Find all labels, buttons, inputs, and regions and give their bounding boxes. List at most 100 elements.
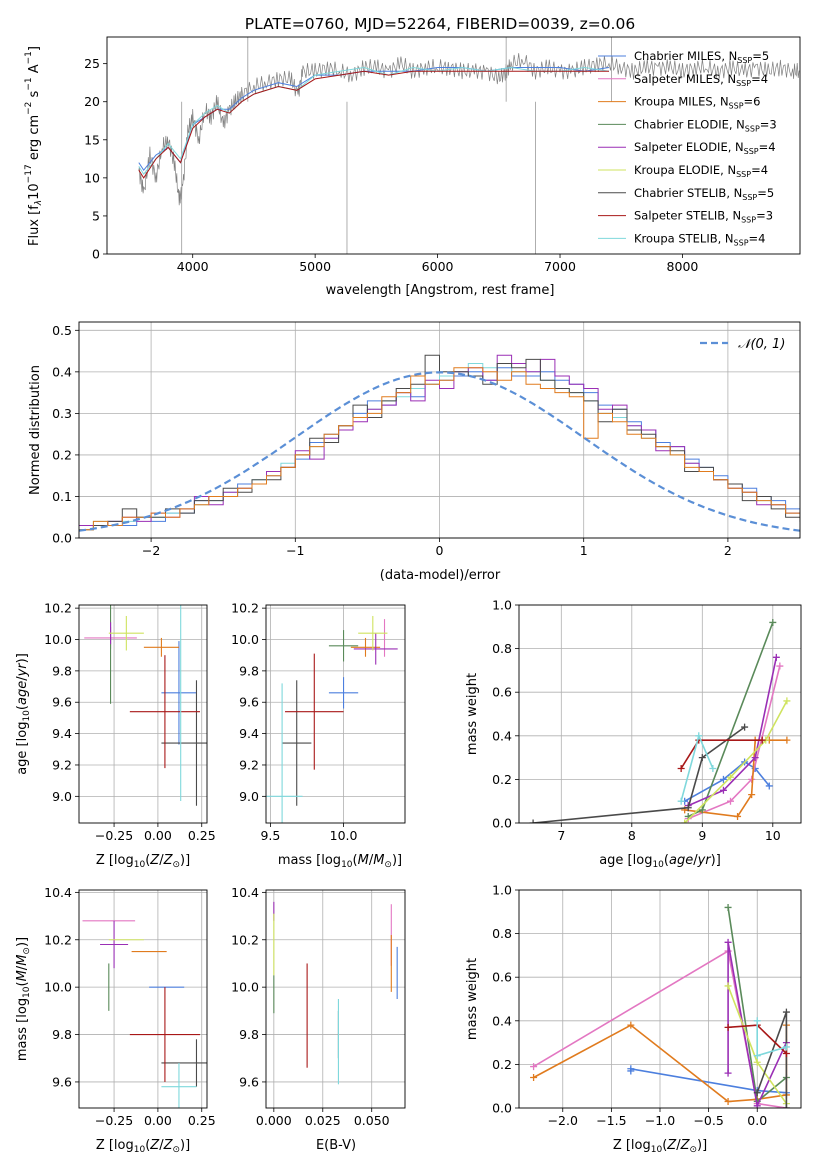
hist-step (79, 367, 800, 531)
axes-frame (518, 889, 802, 1109)
y-tick-label: 9.4 (239, 726, 259, 741)
y-tick-label: 1.0 (492, 883, 512, 898)
weight-marker (769, 618, 777, 626)
hist-step (79, 354, 800, 531)
weight-line (684, 700, 788, 823)
x-tick-label: 0.25 (188, 828, 216, 843)
y-tick-label: 0.5 (52, 323, 72, 338)
weight-marker (724, 1023, 732, 1031)
y-tick-label: 9.6 (239, 1074, 259, 1089)
x-tick-label: 7 (557, 828, 565, 843)
y-tick-label: 0.0 (492, 1101, 512, 1116)
x-tick-label: 8000 (667, 259, 699, 274)
weight-marker (724, 982, 732, 990)
x-tick-label: −0.25 (95, 828, 133, 843)
weight-marker (698, 806, 706, 814)
legend-entry: Salpeter MILES, NSSP=4 (634, 72, 768, 88)
errorbar-point (266, 683, 303, 823)
legend-entry: Chabrier STELIB, NSSP=5 (634, 186, 774, 202)
y-tick-label: 9.8 (239, 1027, 259, 1042)
axes-weight_vs_Z: −2.0 −1.5 −1.0 −0.5 0.0 0.0 0.2 0.4 0.6 0.8 1.0 Z [… (465, 883, 802, 1155)
x-tick-label: 0.000 (256, 1113, 292, 1128)
y-tick-label: 9.2 (239, 757, 259, 772)
legend-entry: Kroupa STELIB, NSSP=4 (634, 231, 765, 247)
axes-frame (78, 321, 801, 539)
x-tick-label: −2.0 (548, 1113, 578, 1128)
weight-marker (765, 782, 773, 790)
y-axis-label: age [log10(age/yr)] (15, 653, 32, 775)
y-tick-label: 0 (92, 247, 100, 262)
y-axis-label: mass [log10(M/M⊙)] (15, 937, 32, 1061)
weight-marker (684, 804, 692, 812)
y-axis-label: Flux [fλ10−17 erg cm−2 s−1 A−1] (24, 46, 44, 246)
y-tick-label: 9.6 (52, 1074, 72, 1089)
errorbar-point (353, 633, 398, 665)
model-line (138, 70, 609, 179)
legend-entry: Chabrier ELODIE, NSSP=3 (634, 117, 777, 133)
weight-marker (698, 754, 706, 762)
weight-marker (782, 1043, 790, 1051)
y-tick-label: 0.8 (492, 641, 512, 656)
weight-marker (782, 1104, 790, 1108)
plot-area (266, 615, 398, 823)
y-tick-label: 10.2 (44, 932, 72, 947)
legend-entry: 𝒩(0, 1) (738, 337, 785, 352)
x-tick-label: 9 (698, 828, 706, 843)
x-tick-label: 0.25 (188, 1113, 216, 1128)
x-tick-label: 0.025 (305, 1113, 341, 1128)
x-axis-label: mass [log10(M/M⊙)] (278, 853, 402, 870)
y-tick-label: 0.4 (492, 1013, 512, 1028)
errorbar-point (282, 680, 312, 806)
axes-frame (518, 604, 802, 824)
x-tick-label: 6000 (422, 259, 454, 274)
weight-marker (748, 775, 756, 783)
x-tick-label: 2 (724, 543, 732, 558)
errorbar-point (285, 653, 344, 770)
legend-entry: Salpeter ELODIE, NSSP=4 (634, 140, 776, 156)
weight-marker (719, 786, 727, 794)
y-tick-label: 0.4 (492, 728, 512, 743)
errorbar-point (108, 615, 144, 651)
errorbar-point (129, 655, 200, 769)
y-tick-label: 0.6 (492, 685, 512, 700)
y-tick-label: 20 (84, 94, 100, 109)
axes-residuals: −2 −1 0 1 2 0.0 0.1 0.2 0.3 0.4 0.5 (data-model)/er… (28, 321, 801, 583)
y-tick-label: 9.6 (52, 695, 72, 710)
weight-marker (681, 819, 689, 823)
axes-frame (78, 604, 208, 824)
y-tick-label: 9.0 (239, 789, 259, 804)
y-tick-label: 10.0 (231, 632, 259, 647)
errorbar-point (129, 987, 200, 1082)
y-tick-label: 0.0 (52, 531, 72, 546)
axes-frame (265, 604, 406, 824)
x-tick-label: 0 (436, 543, 444, 558)
weight-marker (709, 765, 717, 772)
y-tick-label: 10.4 (44, 885, 72, 900)
x-tick-label: 8 (628, 828, 636, 843)
x-tick-label: 10.0 (330, 828, 358, 843)
weight-marker (727, 797, 734, 805)
weight-marker (753, 1017, 761, 1025)
errorbar-point (328, 677, 359, 709)
weight-marker (530, 1073, 538, 1081)
x-tick-label: 9.5 (260, 828, 280, 843)
y-tick-label: 9.8 (239, 663, 259, 678)
y-axis-label: Normed distribution (28, 365, 43, 495)
y-tick-label: 25 (84, 56, 100, 71)
y-tick-label: 10.2 (44, 601, 72, 616)
errorbar-point (161, 1062, 197, 1108)
y-tick-label: 0.0 (492, 816, 512, 831)
y-tick-label: 9.0 (52, 789, 72, 804)
y-tick-label: 9.8 (52, 1027, 72, 1042)
legend-spectrum: Chabrier MILES, NSSP=5 Salpeter MILES, NS… (598, 49, 777, 247)
y-tick-label: 9.2 (52, 757, 72, 772)
y-tick-label: 10.0 (44, 980, 72, 995)
axes-spectrum: 4000 5000 6000 7000 8000 0 5 10 15 20 25 wavelength… (24, 36, 801, 298)
x-axis-label: Z [log10(Z/Z⊙)] (96, 853, 190, 870)
weight-marker (783, 697, 791, 705)
weight-marker (530, 1063, 538, 1071)
y-tick-label: 10.2 (231, 601, 259, 616)
weight-line (533, 726, 746, 823)
y-tick-label: 10.0 (231, 980, 259, 995)
errorbar-point (143, 637, 179, 657)
